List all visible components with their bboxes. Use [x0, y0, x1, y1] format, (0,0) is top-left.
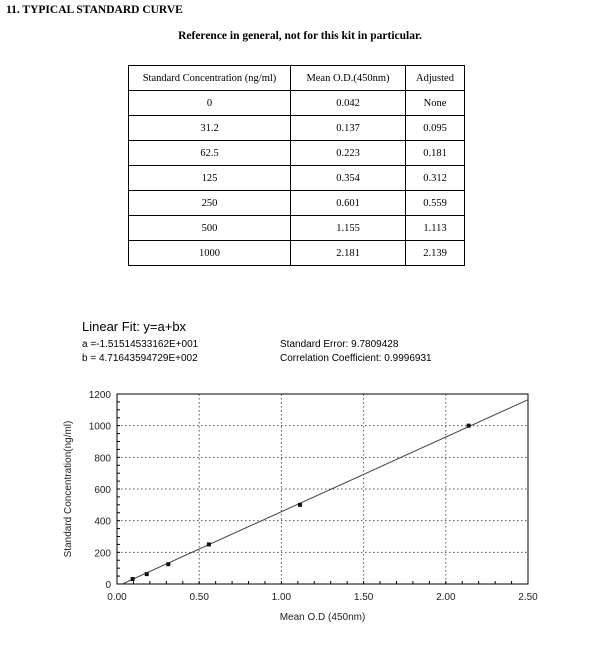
x-tick-label: 0.50 [189, 592, 209, 603]
table-cell: 62.5 [128, 140, 291, 166]
std-error: Standard Error: 9.7809428 [280, 339, 399, 350]
y-tick-label: 0 [105, 580, 111, 591]
table-cell: 0.601 [290, 190, 406, 216]
correlation: Correlation Coefficient: 0.9996931 [280, 353, 432, 364]
y-axis-label: Standard Concentration(ng/ml) [63, 421, 74, 558]
table-row: 500 1.155 1.113 [128, 215, 465, 241]
x-axis-label: Mean O.D (450nm) [280, 612, 366, 623]
table-cell: 1.155 [290, 215, 406, 241]
data-point [144, 572, 149, 577]
table-cell: 1000 [128, 240, 291, 266]
table-row: 1000 2.181 2.139 [128, 240, 465, 266]
y-tick-label: 800 [94, 453, 111, 464]
table-cell: 2.181 [290, 240, 406, 266]
y-tick-label: 400 [94, 517, 111, 528]
fit-line [122, 399, 529, 585]
data-point [166, 562, 171, 567]
standard-table: Standard Concentration (ng/ml) Mean O.D.(… [128, 65, 465, 266]
table-cell: 0.095 [405, 115, 465, 141]
table-row: 62.5 0.223 0.181 [128, 140, 465, 166]
table-cell: 0.312 [405, 165, 465, 191]
plot-frame [116, 393, 529, 585]
fit-b: b = 4.71643594729E+002 [82, 353, 198, 364]
x-tick-label: 1.00 [272, 592, 292, 603]
y-tick-label: 200 [94, 548, 111, 559]
subheading: Reference in general, not for this kit i… [178, 30, 422, 42]
table-cell: 0.137 [290, 115, 406, 141]
y-tick-label: 1000 [89, 422, 112, 433]
fit-a: a =-1.51514533162E+001 [82, 339, 199, 350]
column-header: Mean O.D.(450nm) [290, 65, 406, 91]
x-tick-label: 0.00 [107, 592, 127, 603]
data-point [130, 577, 135, 582]
x-tick-label: 2.50 [518, 592, 538, 603]
table-cell: 2.139 [405, 240, 465, 266]
y-tick-label: 600 [94, 485, 111, 496]
x-tick-label: 2.00 [436, 592, 456, 603]
x-tick-label: 1.50 [354, 592, 374, 603]
fit-title: Linear Fit: y=a+bx [82, 319, 187, 334]
table-cell: 250 [128, 190, 291, 216]
data-point [466, 423, 471, 428]
table-row: 31.2 0.137 0.095 [128, 115, 465, 141]
data-point [297, 502, 302, 507]
y-tick-label: 1200 [89, 390, 112, 401]
data-point [206, 542, 211, 547]
table-cell: None [405, 90, 465, 116]
section-heading: 11. TYPICAL STANDARD CURVE [6, 4, 183, 16]
